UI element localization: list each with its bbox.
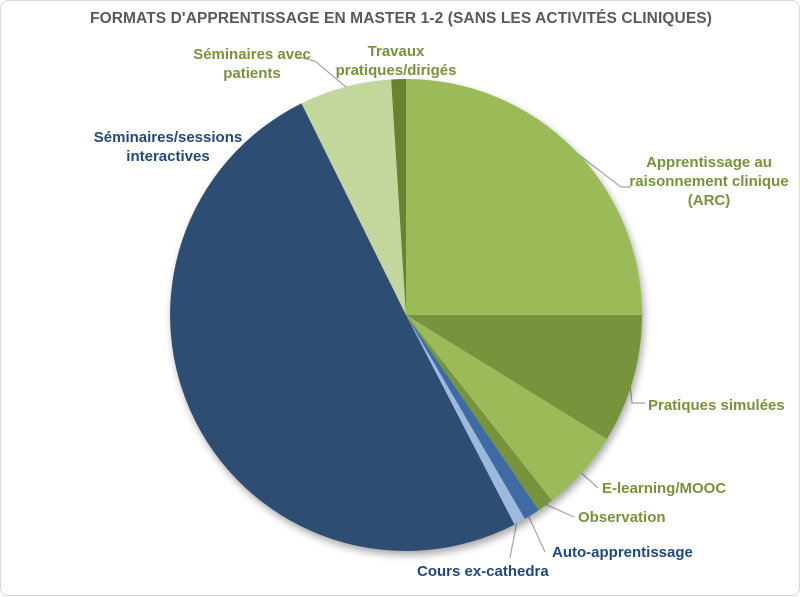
leader-line-cours-ex-cathedra (509, 520, 518, 559)
slice-label-seminaires-interactives: Séminaires/sessions interactives (84, 128, 252, 166)
pie-slice-pratiques-simulees[interactable] (406, 315, 642, 439)
pie-slice-arc[interactable] (406, 79, 642, 315)
slice-label-travaux-pratiques: Travaux pratiques/dirigés (326, 42, 466, 80)
slice-label-line: raisonnement clinique (629, 173, 789, 190)
chart-title: FORMATS D'APPRENTISSAGE EN MASTER 1-2 (S… (90, 10, 712, 27)
slice-label-elearning-mooc: E-learning/MOOC (602, 479, 726, 498)
slice-label-cours-ex-cathedra: Cours ex-cathedra (417, 562, 549, 581)
leader-line-seminaires-patients (297, 56, 353, 93)
slice-label-line: Cours ex-cathedra (417, 563, 549, 580)
slice-label-line: interactives (126, 148, 210, 165)
pie-slice-travaux-pratiques[interactable] (391, 79, 406, 315)
pie-slice-cours-ex-cathedra[interactable] (406, 315, 525, 525)
pie-slice-seminaires-patients[interactable] (301, 79, 406, 315)
slice-label-line: Séminaires/sessions (93, 129, 243, 146)
pie-slice-elearning-mooc[interactable] (406, 315, 607, 501)
slice-label-line: patients (223, 65, 281, 82)
slice-label-line: Travaux (367, 43, 425, 60)
slice-label-auto-apprentissage: Auto-apprentissage (552, 543, 693, 562)
slice-label-line: Auto-apprentissage (552, 544, 693, 561)
pie-slice-auto-apprentissage[interactable] (406, 315, 539, 519)
leader-line-arc (561, 141, 631, 188)
pie-slice-observation[interactable] (406, 315, 552, 511)
pie-slices (170, 79, 642, 551)
slice-label-pratiques-simulees: Pratiques simulées (648, 396, 785, 415)
slice-label-line: Séminaires avec (193, 46, 311, 63)
pie-slice-seminaires-interactives[interactable] (170, 103, 515, 551)
slice-label-line: pratiques/dirigés (335, 62, 457, 79)
slice-label-line: Apprentissage au (646, 154, 772, 171)
slice-label-line: E-learning/MOOC (602, 480, 727, 497)
leader-line-auto-apprentissage (527, 514, 546, 553)
slice-label-line: Observation (578, 509, 666, 526)
slice-label-observation: Observation (578, 508, 666, 527)
slice-label-seminaires-patients: Séminaires avec patients (179, 45, 325, 83)
slice-label-line: Pratiques simulées (648, 397, 785, 414)
slice-label-arc: Apprentissage au raisonnement clinique (AR… (620, 153, 798, 210)
leader-line-elearning-mooc (577, 469, 599, 489)
leader-lines (297, 56, 645, 559)
slice-label-line: (ARC) (687, 192, 731, 209)
